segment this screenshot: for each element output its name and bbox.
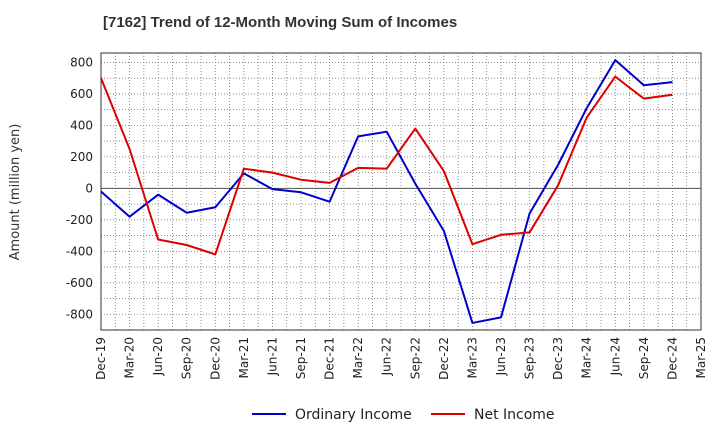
y-tick-label: 0 — [85, 181, 93, 195]
x-tick-label: Jun-20 — [151, 337, 165, 376]
x-tick-labels: Dec-19 Mar-20 Jun-20 Sep-20 Dec-20 Mar-21 Jun-… — [94, 337, 708, 380]
x-tick-label: Mar-21 — [237, 337, 251, 378]
grid-layer — [100, 53, 702, 331]
legend-label-ordinary-income: Ordinary Income — [295, 407, 412, 423]
legend-label-net-income: Net Income — [474, 407, 555, 423]
y-tick-label: -800 — [66, 307, 93, 321]
chart-title: [7162] Trend of 12-Month Moving Sum of I… — [103, 14, 458, 31]
x-tick-label: Sep-23 — [523, 337, 537, 379]
x-tick-label: Mar-20 — [123, 337, 137, 378]
series-line-net-income — [100, 75, 673, 256]
x-tick-label: Jun-23 — [494, 337, 508, 376]
x-tick-label: Dec-20 — [208, 337, 222, 380]
x-tick-label: Dec-21 — [323, 337, 337, 380]
y-axis-title: Amount (million yen) — [8, 124, 23, 261]
x-tick-label: Mar-25 — [694, 337, 708, 378]
y-tick-label: 400 — [70, 118, 93, 132]
x-tick-label: Mar-22 — [351, 337, 365, 378]
x-tick-label: Dec-22 — [437, 337, 451, 380]
legend: Ordinary Income Net Income — [252, 407, 555, 423]
series-line-ordinary-income — [100, 59, 673, 324]
y-tick-labels: 800 600 400 200 0 -200 -400 -600 -800 — [66, 55, 93, 321]
x-tick-label: Sep-21 — [294, 337, 308, 379]
y-tick-label: 800 — [70, 55, 93, 69]
y-tick-label: -200 — [66, 213, 93, 227]
x-tick-label: Dec-24 — [665, 337, 679, 380]
y-tick-label: 200 — [70, 150, 93, 164]
x-tick-label: Mar-24 — [580, 337, 594, 378]
x-tick-label: Sep-24 — [637, 337, 651, 379]
y-tick-label: -600 — [66, 276, 93, 290]
series-layer — [100, 59, 673, 324]
x-tick-label: Jun-21 — [265, 337, 279, 376]
x-tick-label: Dec-19 — [94, 337, 108, 380]
x-tick-label: Dec-23 — [551, 337, 565, 380]
x-tick-label: Sep-20 — [180, 337, 194, 379]
x-tick-label: Mar-23 — [465, 337, 479, 378]
y-tick-label: -400 — [66, 244, 93, 258]
x-tick-label: Jun-24 — [608, 337, 622, 376]
x-tick-label: Sep-22 — [408, 337, 422, 379]
y-tick-label: 600 — [70, 87, 93, 101]
x-tick-label: Jun-22 — [380, 337, 394, 376]
